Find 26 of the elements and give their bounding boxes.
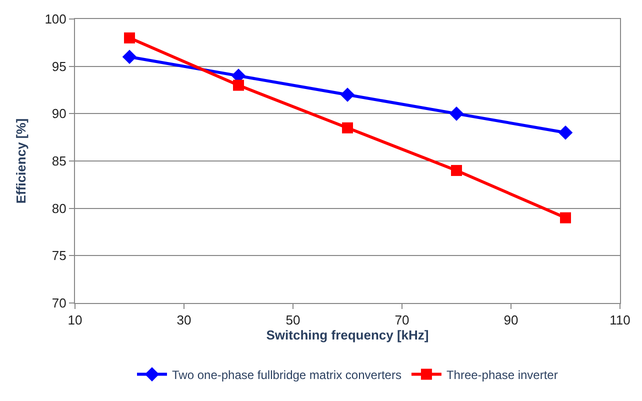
y-axis-title: Efficiency [%] [14, 118, 29, 204]
point [558, 125, 573, 140]
point [124, 32, 135, 44]
y-tick-label: 90 [52, 106, 66, 122]
point [560, 212, 571, 224]
point [449, 106, 464, 121]
y-tick-label: 70 [52, 296, 66, 311]
point [451, 164, 462, 176]
x-tick-label: 50 [286, 312, 300, 328]
y-tick-label: 75 [52, 248, 66, 264]
y-tick-label: 80 [52, 200, 66, 216]
x-tick-label: 10 [68, 312, 82, 328]
legend-label: Two one-phase fullbridge matrix converters [172, 368, 402, 382]
x-axis-title: Switching frequency [kHz] [266, 328, 429, 343]
x-tick-label: 30 [176, 312, 192, 328]
point [122, 50, 137, 64]
x-tick-label: 110 [610, 312, 630, 328]
point [342, 122, 353, 134]
point [340, 88, 355, 102]
y-tick-label: 85 [52, 154, 66, 169]
legend-label: Three-phase inverter [446, 368, 558, 382]
x-tick-label: 70 [394, 312, 410, 328]
x-tick-label: 90 [504, 312, 518, 328]
point [233, 80, 244, 91]
y-tick-label: 95 [52, 58, 66, 74]
y-tick-label: 100 [44, 12, 66, 27]
